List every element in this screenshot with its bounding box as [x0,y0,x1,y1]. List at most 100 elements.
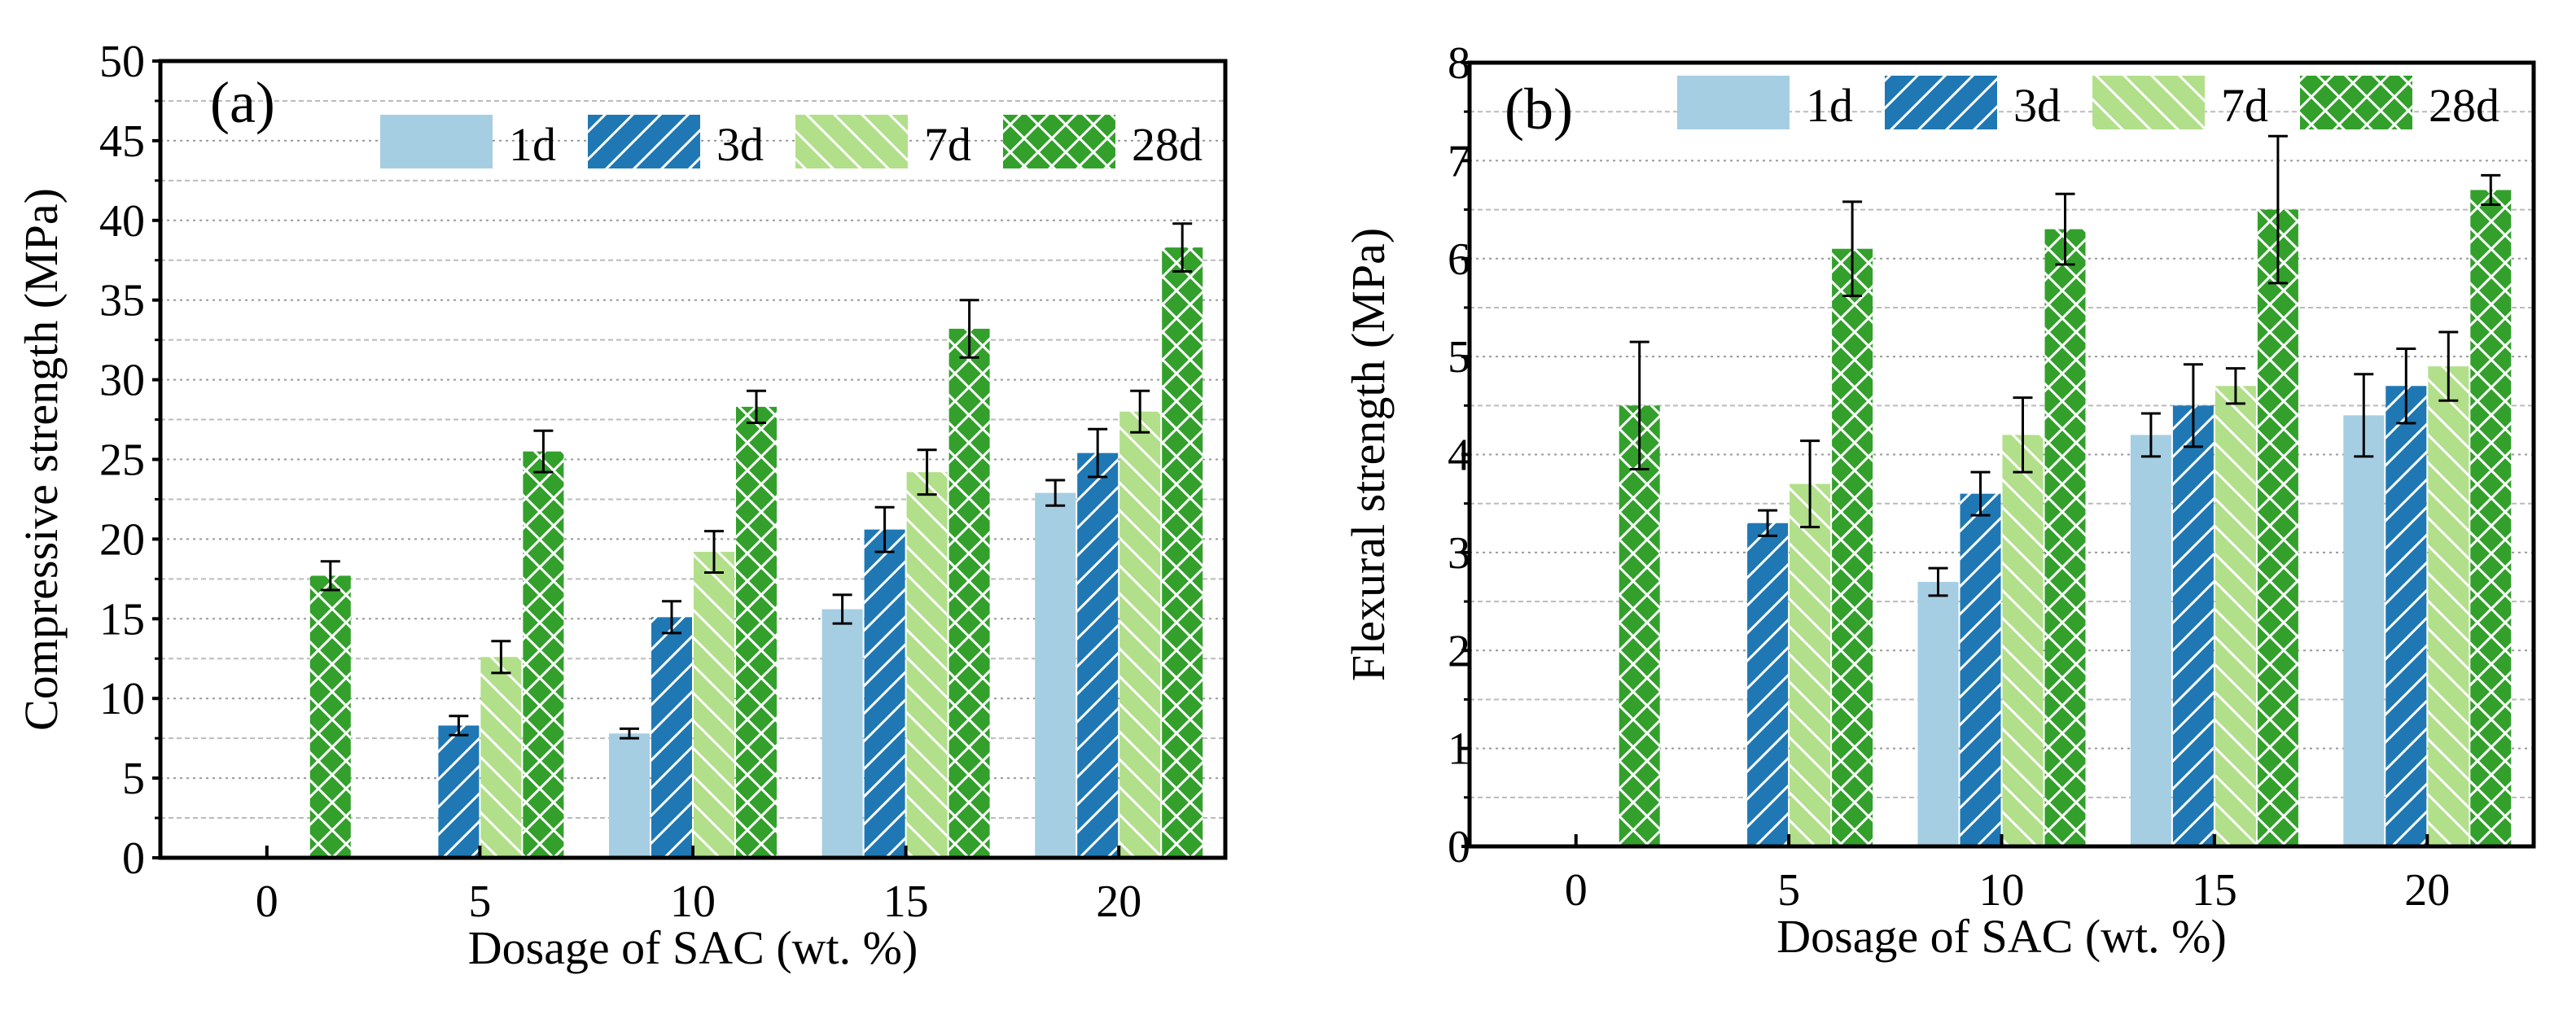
panel-label: (b) [1505,77,1573,142]
x-tick-label: 5 [468,877,491,927]
y-tick-label: 15 [99,594,145,645]
x-tick-label: 5 [1777,865,1800,916]
legend-label: 7d [924,118,971,171]
legend-label: 1d [1806,79,1853,132]
x-tick-label: 0 [256,877,278,927]
bar-1d-20 [1035,492,1076,858]
x-tick-label: 15 [883,877,929,927]
legend-item-28d: 28d [1003,115,1203,171]
legend-item-1d: 1d [1677,76,1853,132]
y-tick-label: 10 [99,674,145,724]
y-tick-label: 45 [99,116,145,167]
bar-28d-20 [1162,247,1203,858]
y-tick-label: 6 [1448,234,1470,285]
legend-swatch [2092,76,2205,129]
bar-28d-10 [736,406,777,858]
error-bar [320,560,340,592]
y-tick-label: 40 [99,196,145,247]
error-bar [449,715,469,737]
legend-swatch [795,115,908,168]
bar-28d-0 [309,575,351,858]
error-bar [2055,192,2075,266]
error-bar [832,593,852,625]
error-bar [533,429,554,474]
legend-item-1d: 1d [380,115,556,171]
bar-1d-10 [1917,581,1959,846]
bar-3d-20 [1077,452,1119,858]
error-bar [1800,439,1820,529]
error-bar [2438,330,2459,402]
chart-panel-a: 0 5 10 15 20 25 30 35 40 45 50 0 5 10 15 20 Dosage of SA… [15,37,1228,974]
bar-28d-15 [948,328,990,859]
bar-7d-10 [694,552,734,858]
legend-item-3d: 3d [588,115,764,171]
legend-label: 28d [1132,118,1203,171]
y-tick-label: 0 [122,833,145,884]
error-bar [959,299,979,359]
y-tick-label: 20 [99,514,145,565]
error-bar [747,389,766,424]
error-bar [1130,389,1150,434]
y-tick-label: 8 [1448,38,1470,89]
y-tick-label: 35 [99,276,145,326]
legend-swatch [2300,76,2412,129]
legend-swatch [1003,115,1115,168]
error-bar [704,530,724,575]
legend-label: 28d [2429,79,2499,132]
legend-swatch [1885,76,1997,129]
error-bar [2396,347,2416,425]
error-bar [1842,200,1863,297]
y-tick-label: 50 [99,37,145,87]
legend-label: 3d [716,118,764,171]
legend-item-7d: 7d [2092,76,2268,132]
error-bar [2267,134,2288,285]
legend-item-7d: 7d [795,115,971,171]
y-tick-label: 25 [99,435,145,486]
bar-3d-15 [864,529,905,858]
bar-28d-10 [2044,229,2086,846]
bar-3d-20 [2385,386,2427,846]
legend: 1d 3d 7d 28d [1677,76,2499,132]
bar-1d-10 [609,733,650,858]
bar-7d-10 [2002,435,2044,846]
error-bar [2140,412,2161,458]
bar-3d-15 [2172,405,2214,846]
legend-label: 3d [2013,79,2061,132]
y-tick-label: 0 [1448,822,1470,872]
bar-3d-5 [438,725,480,858]
error-bar [1172,222,1193,273]
error-bar [2013,396,2033,474]
bar-28d-5 [1832,248,1873,846]
x-tick-label: 10 [670,877,716,927]
error-bar [2354,373,2374,458]
bar-28d-5 [523,451,564,858]
error-bar [874,505,895,553]
panel-label: (a) [210,70,275,135]
error-bar [917,448,937,496]
error-bar [1045,479,1066,507]
bar-1d-15 [821,609,863,858]
bar-28d-15 [2257,209,2298,846]
bar-7d-20 [2428,366,2469,847]
y-tick-label: 1 [1448,724,1470,775]
error-bar [2183,363,2203,448]
y-tick-label: 30 [99,356,145,406]
error-bar [1758,509,1778,537]
x-tick-label: 20 [1096,877,1141,927]
bar-3d-10 [1960,493,2001,846]
bar-7d-5 [1790,483,1831,846]
error-bar [1970,470,1991,517]
y-axis-label: Compressive strength (MPa) [15,188,68,731]
x-tick-label: 15 [2192,865,2237,916]
error-bar [1088,427,1108,479]
error-bar [2481,173,2501,207]
bar-7d-15 [906,472,948,858]
x-axis-label: Dosage of SAC (wt. %) [1776,910,2227,963]
x-tick-label: 20 [2404,865,2450,916]
y-tick-label: 5 [122,754,145,804]
legend: 1d 3d 7d 28d [380,115,1203,171]
bar-7d-5 [480,657,522,858]
x-tick-label: 10 [1979,865,2025,916]
error-bar [662,600,681,635]
